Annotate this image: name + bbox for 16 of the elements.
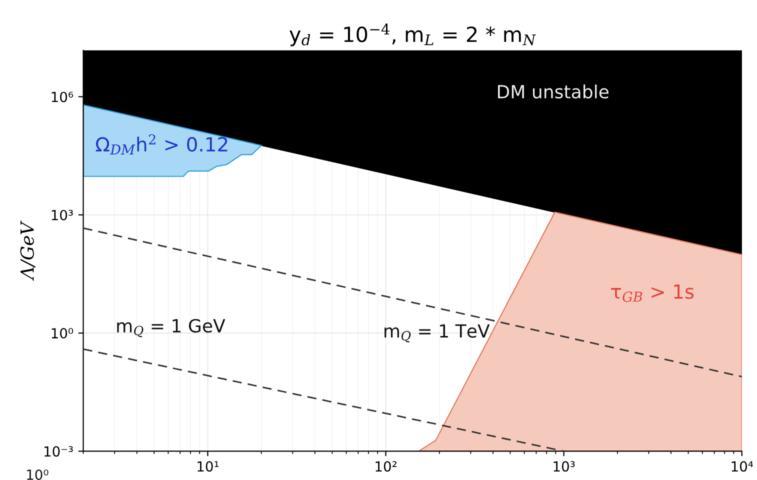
y-tick-label: 10⁶	[52, 92, 74, 102]
x-tick-label: 10⁴	[732, 461, 754, 472]
y-tick-label: 10⁻³	[44, 446, 73, 457]
x-tick-label: 10²	[376, 461, 397, 472]
y-tick-label: 10³	[52, 210, 73, 220]
annotation: τ$_{GB}$ > 1s	[611, 284, 694, 302]
chart-title: y$_{d}$ = 10$^{−4}$, m$_{L}$ = 2 * m$_{N}$	[290, 24, 536, 46]
y-axis-title: Λ/GeV	[20, 220, 36, 281]
annotation: m$_{Q}$ = 1 TeV	[384, 324, 490, 342]
annotation: DM unstable	[498, 84, 609, 99]
annotation: Ω$_{DM}$h$^{2}$ > 0.12	[96, 134, 228, 154]
text: 10⁰	[27, 469, 48, 480]
x-tick-label: 10¹	[198, 461, 219, 472]
annotation: m$_{Q}$ = 1 GeV	[117, 318, 226, 338]
x-tick-label: 10³	[554, 461, 575, 472]
y-tick-label: 10⁰	[52, 328, 74, 339]
